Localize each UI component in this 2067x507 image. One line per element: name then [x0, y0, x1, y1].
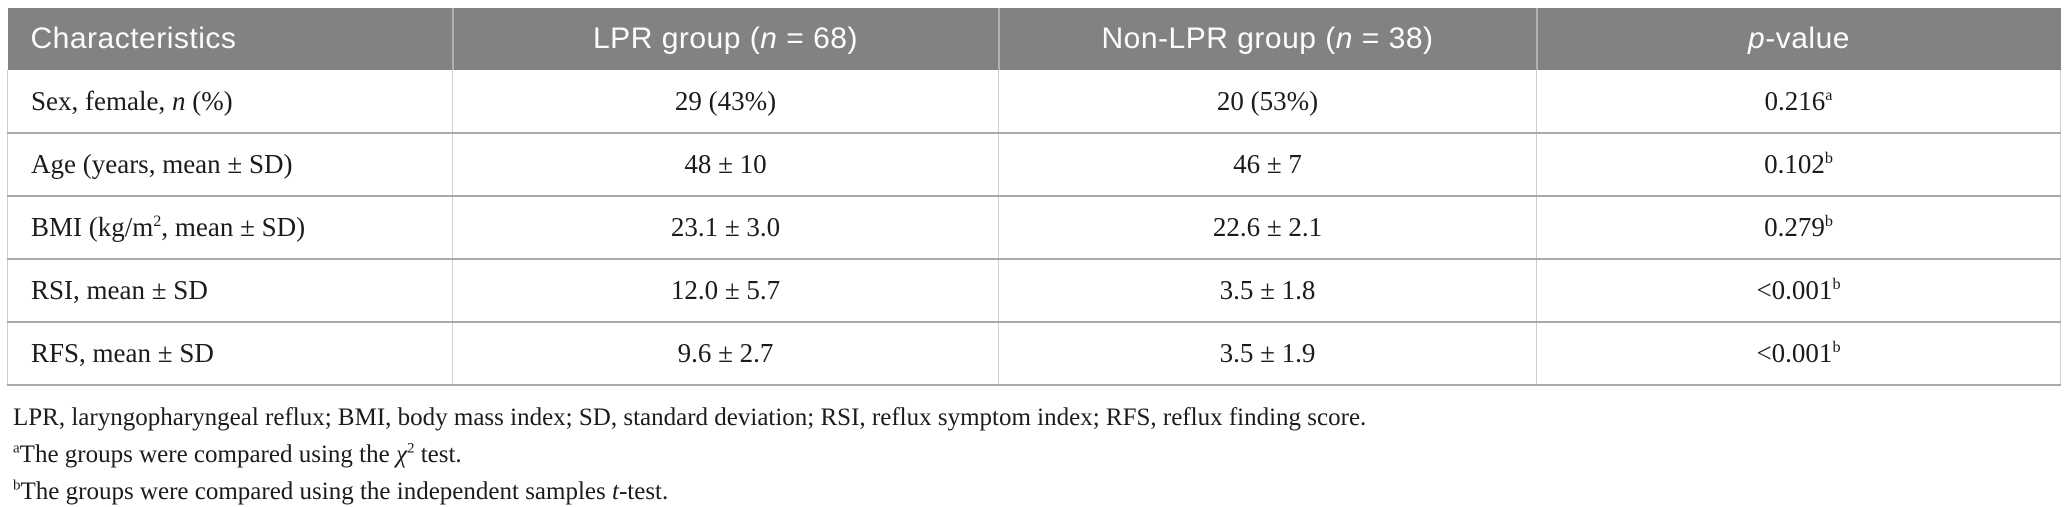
column-header-p-value: p-value — [1535, 8, 2061, 70]
cell-lpr-value: 9.6 ± 2.7 — [452, 322, 999, 386]
table-row-rsi: RSI, mean ± SD 12.0 ± 5.7 3.5 ± 1.8 <0.0… — [7, 259, 2061, 323]
cell-non-lpr-value: 3.5 ± 1.8 — [998, 259, 1537, 323]
column-header-characteristics: Characteristics — [7, 8, 453, 70]
cell-non-lpr-value: 3.5 ± 1.9 — [998, 322, 1537, 386]
cell-p-value: 0.216a — [1536, 70, 2061, 134]
cell-lpr-value: 29 (43%) — [452, 70, 999, 134]
cell-non-lpr-value: 22.6 ± 2.1 — [998, 196, 1537, 260]
table-row-age: Age (years, mean ± SD) 48 ± 10 46 ± 7 0.… — [7, 133, 2061, 197]
cell-p-value: <0.001b — [1536, 259, 2061, 323]
table-footnotes: LPR, laryngopharyngeal reflux; BMI, body… — [7, 386, 2060, 507]
table-row-bmi: BMI (kg/m2, mean ± SD) 23.1 ± 3.0 22.6 ±… — [7, 196, 2061, 260]
cell-lpr-value: 23.1 ± 3.0 — [452, 196, 999, 260]
footnote-abbreviations: LPR, laryngopharyngeal reflux; BMI, body… — [13, 404, 1367, 431]
cell-characteristic: Sex, female, n (%) — [7, 70, 453, 134]
cell-characteristic: RFS, mean ± SD — [7, 322, 453, 386]
table-row-rfs: RFS, mean ± SD 9.6 ± 2.7 3.5 ± 1.9 <0.00… — [7, 322, 2061, 386]
cell-p-value: 0.279b — [1536, 196, 2061, 260]
footnote-a: aThe groups were compared using the χ2 t… — [13, 440, 462, 468]
cell-characteristic: RSI, mean ± SD — [7, 259, 453, 323]
column-header-non-lpr-group: Non-LPR group (n = 38) — [997, 8, 1537, 70]
cell-p-value: 0.102b — [1536, 133, 2061, 197]
column-header-lpr-group: LPR group (n = 68) — [451, 8, 999, 70]
table-body: Sex, female, n (%) 29 (43%) 20 (53%) 0.2… — [7, 70, 2061, 386]
cell-characteristic: Age (years, mean ± SD) — [7, 133, 453, 197]
header-row: Characteristics LPR group (n = 68) Non-L… — [7, 8, 2061, 70]
footnote-b: bThe groups were compared using the inde… — [13, 477, 669, 505]
table-row-sex: Sex, female, n (%) 29 (43%) 20 (53%) 0.2… — [7, 70, 2061, 134]
cell-non-lpr-value: 46 ± 7 — [998, 133, 1537, 197]
cell-lpr-value: 12.0 ± 5.7 — [452, 259, 999, 323]
cell-characteristic: BMI (kg/m2, mean ± SD) — [7, 196, 453, 260]
characteristics-table: Characteristics LPR group (n = 68) Non-L… — [7, 8, 2061, 386]
cell-p-value: <0.001b — [1536, 322, 2061, 386]
cell-lpr-value: 48 ± 10 — [452, 133, 999, 197]
cell-non-lpr-value: 20 (53%) — [998, 70, 1537, 134]
table-header: Characteristics LPR group (n = 68) Non-L… — [7, 8, 2061, 70]
